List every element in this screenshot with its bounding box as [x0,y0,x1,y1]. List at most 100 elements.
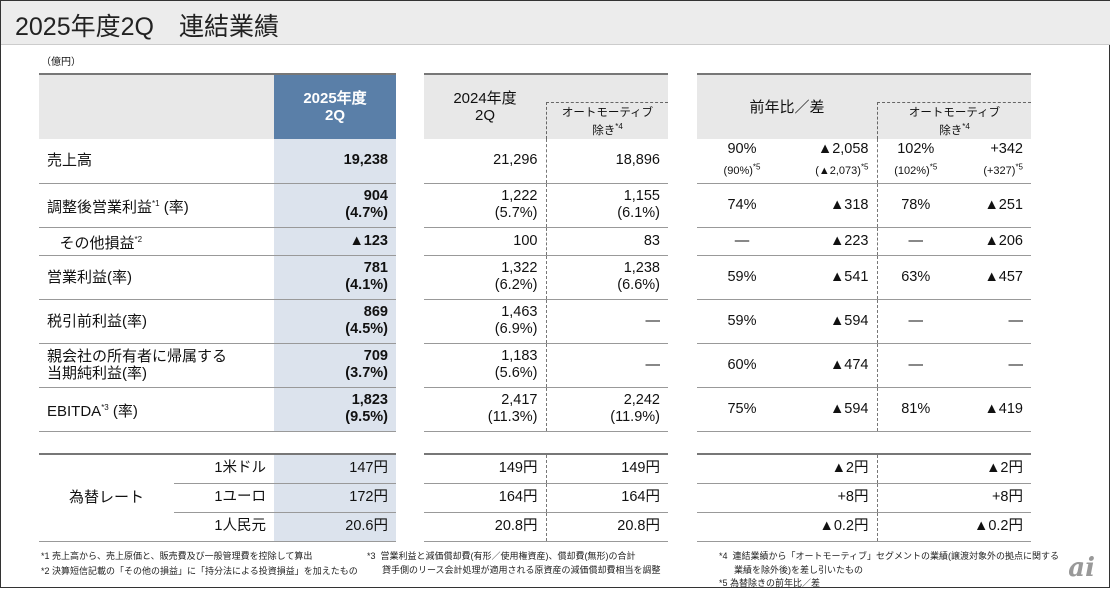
header-yoy-auto-excl: オートモーティブ 除き*4 [877,73,1031,139]
fx-currency: 1ユーロ [174,483,274,513]
value-2025: 1,823 (9.5%) [274,387,396,432]
yoy-ratio: 75% [697,387,787,432]
fx-currency: 1米ドル [174,453,274,484]
yoy-diff: ▲594 [787,299,877,344]
fx-2025: 147円 [274,453,396,484]
fx-yoy-diff: ▲2円 [787,453,877,484]
yoy-diff-auto-excl: ▲251 [954,183,1031,228]
gap [668,255,697,299]
fx-2024-auto-excl: 164円 [545,483,668,513]
value-2025: 904 (4.7%) [274,183,396,228]
fx-yoy-blank [697,512,787,542]
value-2024-auto-excl: 83 [545,227,668,256]
fx-currency: 1人民元 [174,512,274,542]
header-yoy: 前年比／差 [697,73,877,139]
value-2025: 709 (3.7%) [274,343,396,388]
title-bar: 2025年度2Q 連結業績 [1,1,1110,45]
fx-2024-auto-excl: 20.8円 [545,512,668,542]
ai-logo: ai [1068,553,1095,583]
table-row: 売上高 19,238 21,296 18,896 90% (90%)*5 ▲2,058 (▲2… [39,139,1031,184]
fx-yoy-diff-auto-excl: +8円 [954,483,1031,513]
value-2025: 781 (4.1%) [274,255,396,300]
yoy-ratio-auto-excl: 78% [876,183,954,228]
gap [396,387,424,431]
fx-yoy-diff-auto-excl: ▲0.2円 [954,512,1031,542]
row-label: 税引前利益(率) [39,299,274,344]
row-label: 営業利益(率) [39,255,274,300]
value-2024-auto-excl: 1,155 (6.1%) [545,183,668,228]
value-2024: 1,183 (5.6%) [424,343,546,388]
value-2025: 869 (4.5%) [274,299,396,344]
gap [668,343,697,387]
table-row: EBITDA*3 (率) 1,823 (9.5%) 2,417 (11.3%) 2,242… [39,387,1031,432]
yoy-diff-auto-excl: +342 (+327)*5 [954,139,1031,184]
value-2024: 1,322 (6.2%) [424,255,546,300]
header-auto-excl: オートモーティブ 除き*4 [546,73,668,139]
yoy-diff-auto-excl: — [954,343,1031,388]
gap [668,139,697,183]
yoy-diff: ▲541 [787,255,877,300]
value-2024-auto-excl: 1,238 (6.6%) [545,255,668,300]
gap [396,227,424,255]
yoy-ratio-auto-excl: 63% [876,255,954,300]
row-label: 売上高 [39,139,274,184]
gap [396,483,424,512]
row-label: 親会社の所有者に帰属する 当期純利益(率) [39,343,274,388]
table-row: 税引前利益(率) 869 (4.5%) 1,463 (6.9%) —59% ▲594— — [39,299,1031,344]
results-table: 2025年度 2Q 2024年度 2Q オートモーティブ 除き*4 前年比／差 オートモーティ… [39,73,1031,542]
footnote-3: *3 営業利益と減価償却費(有形／使用権資産)、償却費(無形)の合計 貸手側のリ… [367,551,661,575]
fx-yoy-auto-blank [876,453,954,484]
footnote-4: *4 連結業績から「オートモーティブ」セグメントの業績(譲渡対象外の拠点に関する… [719,551,1059,575]
yoy-ratio-auto-excl: 102% (102%)*5 [876,139,954,184]
yoy-diff-auto-excl: ▲457 [954,255,1031,300]
yoy-diff: ▲594 [787,387,877,432]
gap [396,343,424,387]
row-label: その他損益*2 [39,227,274,256]
header-2024-2q: 2024年度 2Q [424,73,546,139]
fx-yoy-auto-blank [876,512,954,542]
fx-2025: 20.6円 [274,512,396,542]
yoy-ratio: — [697,227,787,256]
yoy-ratio-auto-excl: — [876,227,954,256]
gap [396,454,424,483]
value-2024: 21,296 [424,139,546,184]
fx-label: 為替レート [39,453,174,542]
table-row: その他損益*2 ▲123 100 83— ▲223— ▲206 [39,227,1031,256]
yoy-ratio-auto-excl: — [876,343,954,388]
fx-2024-auto-excl: 149円 [545,453,668,484]
table-row: 営業利益(率) 781 (4.1%) 1,322 (6.2%) 1,238 (6.6%) 59… [39,255,1031,300]
gap [396,74,424,139]
row-label: 調整後営業利益*1 (率) [39,183,274,228]
yoy-ratio: 59% [697,299,787,344]
yoy-ratio: 74% [697,183,787,228]
fx-yoy-diff: +8円 [787,483,877,513]
footnote-1: *1 売上高から、売上原価と、販売費及び一般管理費を控除して算出 [41,551,313,561]
gap [396,183,424,227]
gap [668,299,697,343]
gap [668,387,697,431]
yoy-ratio-auto-excl: — [876,299,954,344]
value-2024: 2,417 (11.3%) [424,387,546,432]
footnote-5: *5 為替除きの前年比／差 [719,578,821,588]
value-2024: 1,463 (6.9%) [424,299,546,344]
fx-row: 1ユーロ 172円 164円 164円 +8円 +8円 [39,483,1031,513]
yoy-diff: ▲318 [787,183,877,228]
gap [396,255,424,299]
gap [668,483,697,512]
footnote-2: *2 決算短信記載の「その他の損益」に「持分法による投資損益」を加えたもの [41,566,358,576]
yoy-diff-auto-excl: ▲206 [954,227,1031,256]
yoy-ratio: 90% (90%)*5 [697,139,787,184]
gap [396,512,424,541]
value-2025: ▲123 [274,227,396,256]
yoy-diff-auto-excl: ▲419 [954,387,1031,432]
fx-2025: 172円 [274,483,396,513]
value-2024-auto-excl: — [545,299,668,344]
value-2024: 100 [424,227,546,256]
yoy-diff: ▲474 [787,343,877,388]
value-2024: 1,222 (5.7%) [424,183,546,228]
fx-row: 1人民元 20.6円 20.8円 20.8円 ▲0.2円 ▲0.2円 [39,512,1031,542]
row-label: EBITDA*3 (率) [39,387,274,432]
yoy-ratio: 59% [697,255,787,300]
value-2024-auto-excl: 18,896 [545,139,668,184]
table-row: 親会社の所有者に帰属する 当期純利益(率) 709 (3.7%) 1,183 (5.6%)… [39,343,1031,388]
